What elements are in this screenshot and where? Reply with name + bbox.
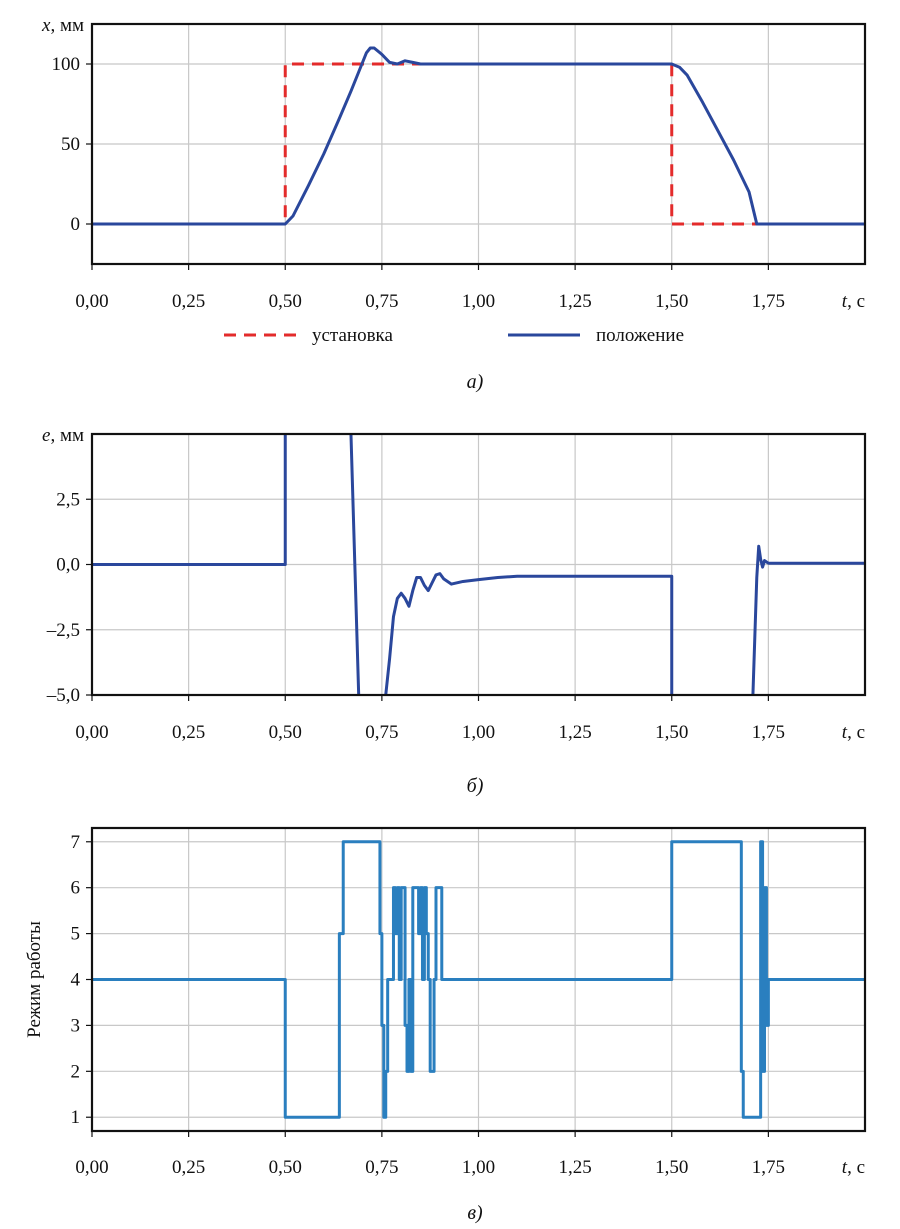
series-line-series-0-seg-3 [751, 544, 865, 695]
x-axis-var: t [842, 1157, 848, 1178]
x-tick-label: 0,25 [172, 291, 205, 312]
x-axis-label: t, с [842, 722, 865, 743]
series-line-series-0-seg-0 [92, 434, 287, 566]
plot-area [92, 840, 865, 1119]
x-tick-label: 1,00 [462, 722, 495, 743]
y-axis-label: x, мм [41, 15, 84, 36]
plot-area [92, 434, 865, 695]
y-axis-var: x [41, 15, 51, 36]
y-tick-label: 0,0 [56, 555, 80, 576]
x-tick-label: 0,50 [269, 722, 302, 743]
x-axis-var: t [842, 722, 848, 743]
x-tick-label: 1,75 [752, 722, 785, 743]
y-axis-unit: , мм [50, 15, 84, 36]
plot-area [92, 46, 865, 226]
series-line-series-0 [92, 840, 865, 1119]
x-tick-label: 1,25 [559, 722, 592, 743]
x-tick-label: 1,50 [655, 1157, 688, 1178]
y-tick-label: 7 [71, 832, 81, 853]
x-axis-unit: , с [847, 1157, 865, 1178]
series-line-положение [92, 46, 865, 226]
y-axis-var: e [42, 425, 50, 446]
x-tick-label: 1,00 [462, 291, 495, 312]
x-tick-label: 0,00 [75, 291, 108, 312]
y-tick-label: 2 [71, 1061, 81, 1082]
x-tick-label: 0,75 [365, 1157, 398, 1178]
x-tick-label: 0,25 [172, 1157, 205, 1178]
plot-frame [90, 432, 867, 697]
plot-frame [90, 826, 867, 1133]
x-axis-unit: , с [847, 722, 865, 743]
y-axis-label: Режим работы [24, 921, 45, 1038]
y-tick-label: 50 [61, 134, 80, 155]
x-tick-label: 1,25 [559, 1157, 592, 1178]
x-tick-label: 0,75 [365, 722, 398, 743]
plot-frame [90, 22, 867, 266]
x-tick-label: 1,25 [559, 291, 592, 312]
x-tick-label: 0,75 [365, 291, 398, 312]
y-tick-label: 5 [71, 924, 81, 945]
y-axis-unit: , мм [50, 425, 84, 446]
y-tick-label: 3 [71, 1015, 81, 1036]
series-line-series-0-seg-2 [384, 572, 674, 695]
subfigure-caption: б) [467, 775, 484, 797]
y-tick-label: 4 [71, 970, 81, 991]
x-tick-label: 1,00 [462, 1157, 495, 1178]
x-tick-label: 1,75 [752, 1157, 785, 1178]
y-axis-label: e, мм [42, 425, 84, 446]
chart-a: 0,00 0,25 0,50 0,75 1,00 1,25 1,50 1,75 0 50 100 t,… [41, 15, 867, 393]
x-tick-label: 1,50 [655, 291, 688, 312]
x-tick-label: 0,00 [75, 1157, 108, 1178]
x-tick-label: 1,50 [655, 722, 688, 743]
x-axis-label: t, с [842, 291, 865, 312]
x-tick-label: 0,50 [269, 291, 302, 312]
x-axis-label: t, с [842, 1157, 865, 1178]
legend-label: положение [596, 325, 684, 346]
chart-c: 0,00 0,25 0,50 0,75 1,00 1,25 1,50 1,75 1 2 3 4 5 6 7 t… [24, 826, 867, 1224]
subfigure-caption: а) [467, 371, 484, 393]
x-axis-unit: , с [847, 291, 865, 312]
x-tick-label: 1,75 [752, 291, 785, 312]
y-tick-label: 1 [71, 1107, 81, 1128]
y-tick-label: 2,5 [56, 489, 80, 510]
legend-label: установка [312, 325, 393, 346]
series-line-series-0-seg-1 [349, 434, 361, 695]
y-tick-label: 100 [52, 54, 81, 75]
y-tick-label: –5,0 [46, 685, 80, 706]
y-tick-label: –2,5 [46, 620, 80, 641]
x-axis-var: t [842, 291, 848, 312]
legend: установка положение [224, 325, 684, 346]
x-tick-label: 0,00 [75, 722, 108, 743]
y-tick-label: 0 [71, 214, 81, 235]
subfigure-caption: в) [467, 1202, 483, 1224]
x-tick-label: 0,50 [269, 1157, 302, 1178]
x-tick-label: 0,25 [172, 722, 205, 743]
y-tick-label: 6 [71, 878, 81, 899]
chart-b: 0,00 0,25 0,50 0,75 1,00 1,25 1,50 1,75 –5,0 –2,5… [42, 425, 867, 797]
